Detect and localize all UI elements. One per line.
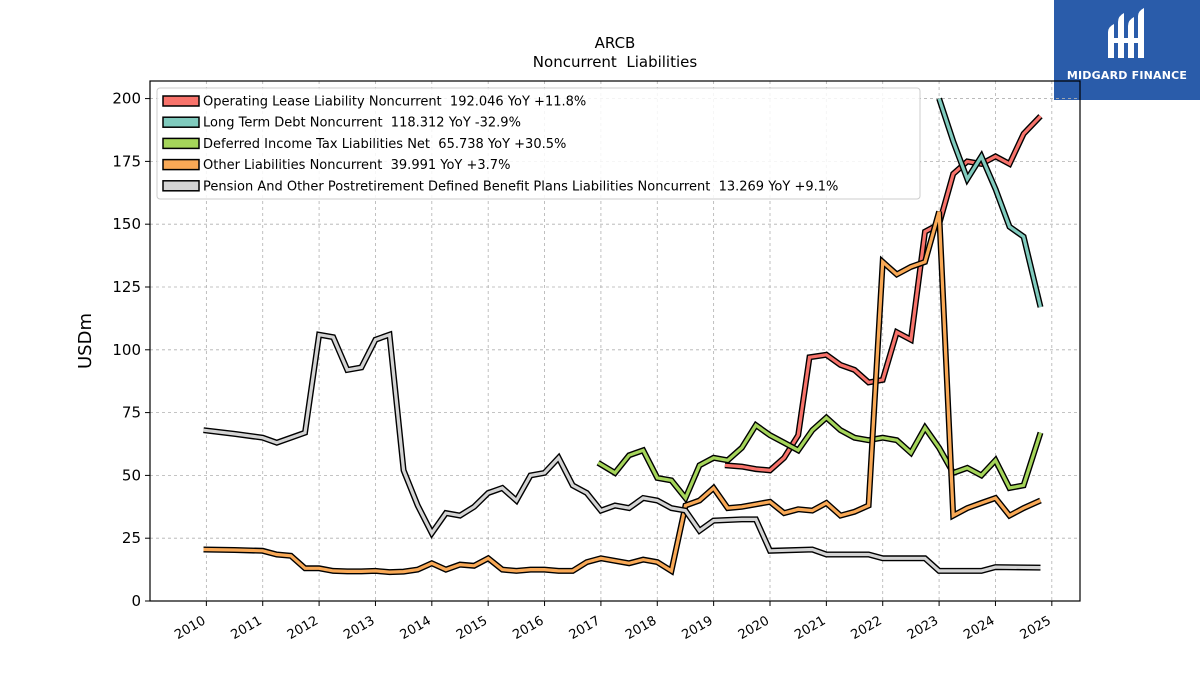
x-tick-label: 2020 xyxy=(736,613,772,643)
legend-entry: Operating Lease Liability Noncurrent 192… xyxy=(162,95,586,110)
x-axis: 2010 2011 2012 2013 2014 2015 2016 2017 2018 2019… xyxy=(172,601,1054,643)
x-tick-label: 2022 xyxy=(849,613,885,643)
series-line xyxy=(203,211,1042,574)
x-tick-label: 2013 xyxy=(341,613,377,643)
legend-swatch xyxy=(162,116,200,128)
legend-entry: Deferred Income Tax Liabilities Net 65.7… xyxy=(162,137,566,152)
series-line xyxy=(937,98,1043,308)
legend-entry: Pension And Other Postretirement Defined… xyxy=(162,179,838,194)
series-layer xyxy=(203,97,1044,576)
legend-label: Operating Lease Liability Noncurrent 192… xyxy=(203,95,586,110)
x-tick-label: 2016 xyxy=(510,613,546,643)
series-3 xyxy=(203,210,1042,576)
y-tick-label: 75 xyxy=(122,404,141,422)
x-tick-label: 2023 xyxy=(905,613,941,643)
legend-entry: Long Term Debt Noncurrent 118.312 YoY -3… xyxy=(162,116,521,131)
legend-swatch xyxy=(162,158,200,171)
y-tick-label: 100 xyxy=(112,341,141,359)
x-tick-label: 2025 xyxy=(1018,613,1054,643)
series-line xyxy=(203,332,1041,573)
y-tick-label: 50 xyxy=(122,466,141,484)
y-axis-label: USDm xyxy=(75,313,96,369)
legend-swatch xyxy=(162,95,200,107)
x-tick-label: 2010 xyxy=(172,613,208,643)
x-tick-label: 2019 xyxy=(679,613,715,643)
series-1 xyxy=(936,97,1044,308)
chart-title: ARCB xyxy=(595,34,636,52)
series-4 xyxy=(203,330,1041,574)
y-axis: 0 25 50 75 100 125 150 175 200 xyxy=(112,90,150,610)
x-tick-label: 2024 xyxy=(961,613,997,643)
plot-frame xyxy=(149,80,1081,602)
legend-label: Deferred Income Tax Liabilities Net 65.7… xyxy=(203,137,566,152)
x-tick-label: 2015 xyxy=(454,613,490,643)
y-tick-label: 200 xyxy=(112,90,141,108)
x-tick-label: 2018 xyxy=(623,613,659,643)
brand-mark-icon xyxy=(1108,8,1144,58)
x-tick-label: 2011 xyxy=(229,613,265,643)
legend-label: Long Term Debt Noncurrent 118.312 YoY -3… xyxy=(203,116,521,131)
brand-logo: MIDGARD FINANCE xyxy=(1054,0,1200,100)
series-line-outline xyxy=(596,413,1044,504)
brand-name: MIDGARD FINANCE xyxy=(1066,69,1188,82)
y-tick-label: 175 xyxy=(112,152,141,170)
legend-swatch xyxy=(162,137,200,150)
x-tick-label: 2014 xyxy=(398,613,434,643)
series-line xyxy=(597,415,1043,502)
series-2 xyxy=(596,413,1044,504)
legend-label: Pension And Other Postretirement Defined… xyxy=(203,179,838,194)
x-tick-label: 2017 xyxy=(567,613,603,643)
legend-box xyxy=(156,87,921,200)
legend-label: Other Liabilities Noncurrent 39.991 YoY … xyxy=(203,158,510,173)
y-tick-label: 150 xyxy=(112,215,141,233)
chart-subtitle: Noncurrent Liabilities xyxy=(533,53,698,71)
legend: Operating Lease Liability Noncurrent 192… xyxy=(156,87,921,200)
y-tick-label: 125 xyxy=(112,278,141,296)
legend-swatch xyxy=(162,180,200,192)
x-tick-label: 2012 xyxy=(285,613,321,643)
y-tick-label: 0 xyxy=(131,592,141,610)
legend-entry: Other Liabilities Noncurrent 39.991 YoY … xyxy=(162,158,510,173)
x-tick-label: 2021 xyxy=(792,613,828,643)
series-line-outline xyxy=(203,330,1041,574)
y-tick-label: 25 xyxy=(122,529,141,547)
